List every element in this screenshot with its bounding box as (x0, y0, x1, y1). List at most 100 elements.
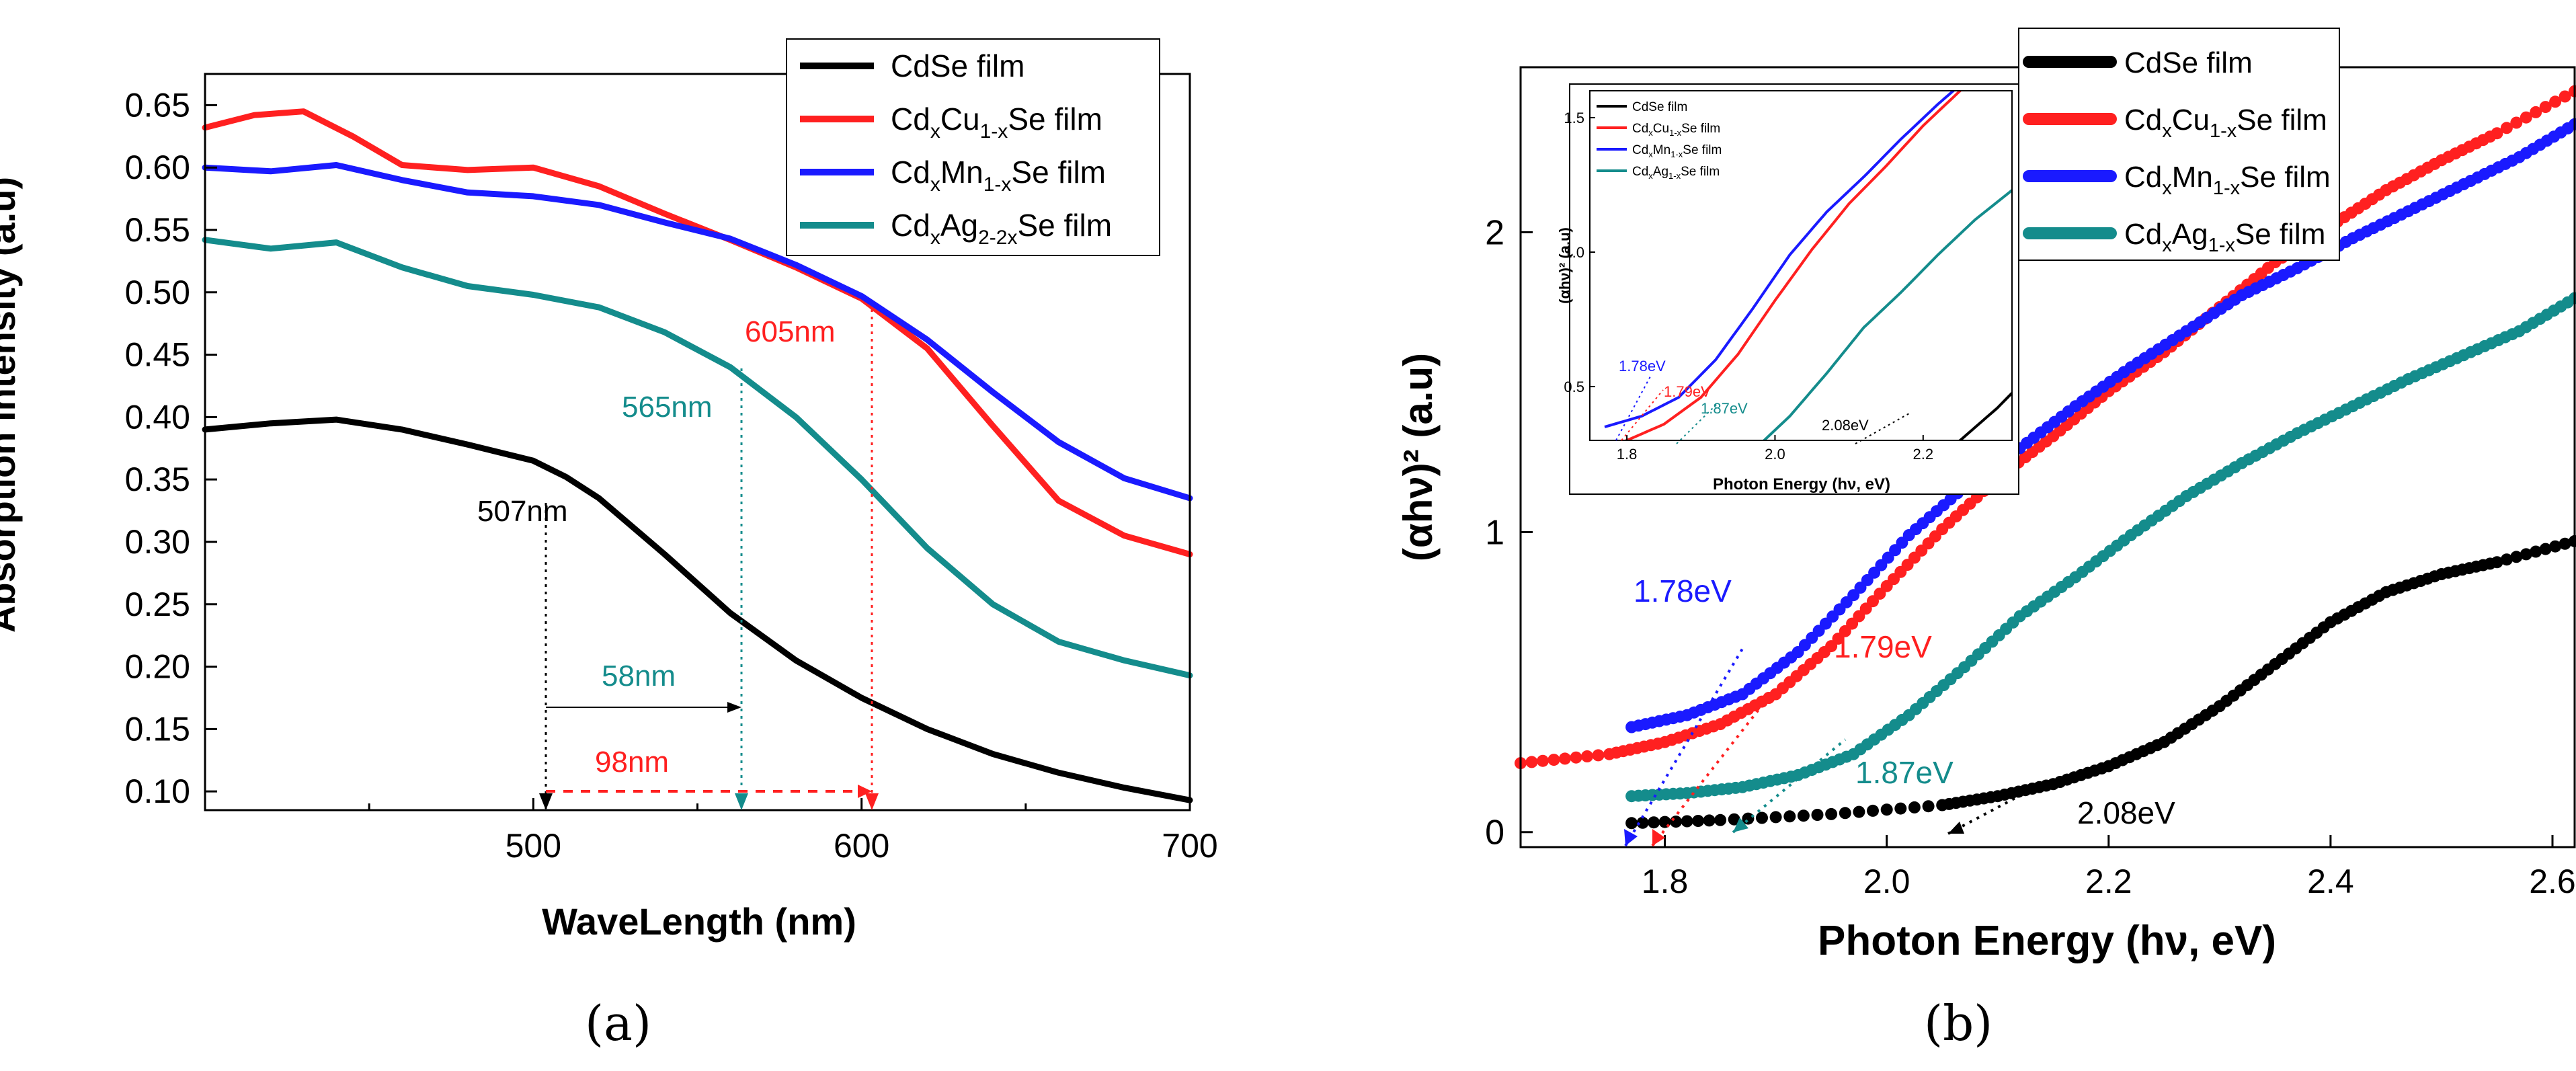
x-tick-label-a: 700 (1162, 827, 1217, 865)
data-point-b-0 (1670, 816, 1683, 828)
data-point-b-0 (1728, 813, 1740, 826)
data-point-b-0 (2520, 548, 2532, 561)
inset-x-tick-label: 2.0 (1765, 446, 1785, 463)
data-point-b-0 (1811, 809, 1824, 821)
panel-b-caption: (b) (1924, 995, 1993, 1052)
legend-label-a-1: CdxCu1-xSe film (891, 102, 1102, 143)
panel-b-y-axis-label: (αhν)² (a.u) (1396, 353, 1441, 561)
data-point-b-1 (1537, 754, 1549, 767)
inset-annotation-1.78eV: 1.78eV (1619, 358, 1666, 374)
data-point-b-0 (1825, 807, 1838, 820)
inset-tangent-teal (1676, 403, 1718, 444)
inset-series-line-1 (1621, 91, 1962, 440)
data-point-b-0 (1880, 803, 1893, 816)
inset-legend-label-0: CdSe film (1632, 100, 1687, 114)
data-point-b-1 (2559, 90, 2571, 103)
panel-a-y-axis-label: Absorption intensity (a.u) (0, 177, 23, 633)
panel-b-tangents (1624, 644, 2038, 847)
shift-98nm-arrowhead (858, 785, 872, 798)
inset-y-tick-label: 0.5 (1564, 379, 1584, 395)
inset-series-line-3 (1762, 188, 2012, 440)
tangent-teal (1732, 738, 1847, 834)
y-tick-label-a: 0.55 (125, 211, 190, 249)
inset-series-line-2 (1604, 91, 1956, 428)
annotation-605nm: 605nm (745, 315, 836, 348)
data-point-b-1 (2549, 95, 2562, 108)
legend-label-b-1: CdxCu1-xSe film (2124, 104, 2327, 142)
data-point-b-0 (1648, 816, 1660, 829)
data-point-b-0 (2491, 556, 2503, 569)
inset-series-group (1604, 91, 2012, 440)
data-point-b-0 (1636, 816, 1649, 829)
annotation-58nm: 58nm (602, 660, 676, 692)
data-point-b-0 (2539, 543, 2552, 555)
data-point-b-1 (2539, 101, 2552, 114)
y-tick-label-a: 0.65 (125, 86, 190, 124)
legend-label-a-3: CdxAg2-2xSe film (891, 208, 1112, 249)
data-point-b-0 (1692, 815, 1705, 827)
x-tick-label-b: 2.4 (2307, 863, 2354, 900)
data-point-b-0 (1908, 801, 1921, 814)
annotation-507nm: 507nm (477, 495, 568, 528)
y-tick-label-a: 0.10 (125, 772, 190, 810)
inset-legend-label-2: CdxMn1-xSe film (1632, 143, 1722, 159)
arrow-565nm (735, 793, 748, 810)
inset-y-tick-label: 1.0 (1564, 244, 1584, 261)
y-tick-label-b: 1 (1485, 514, 1504, 553)
annotation-2.08eV: 2.08eV (2077, 795, 2175, 830)
data-point-b-0 (1714, 814, 1727, 826)
series-line-a-3 (202, 237, 1193, 679)
legend-label-b-0: CdSe film (2124, 46, 2253, 79)
data-point-b-1 (1592, 749, 1605, 762)
legend-label-b-3: CdxAg1-xSe film (2124, 218, 2325, 256)
data-point-b-1 (2530, 106, 2542, 118)
y-tick-label-a: 0.40 (125, 398, 190, 436)
inset-x-tick-label: 2.2 (1913, 446, 1933, 463)
tangent-red (1651, 688, 1776, 847)
y-tick-label-a: 0.60 (125, 149, 190, 186)
x-tick-label-b: 2.0 (1863, 863, 1910, 900)
data-point-b-0 (1853, 805, 1865, 818)
panel-a-legend: CdSe film CdxCu1-xSe film CdxMn1-xSe film C… (786, 38, 1160, 256)
x-tick-label-a: 500 (506, 827, 561, 865)
data-point-b-0 (1867, 804, 1879, 817)
panel-a-x-axis-label: WaveLength (nm) (542, 900, 856, 943)
data-point-b-0 (2549, 540, 2562, 553)
series-markers-b-3 (1625, 292, 2576, 803)
legend-label-b-2: CdxMn1-xSe film (2124, 161, 2331, 199)
annotation-1.87eV: 1.87eV (1855, 755, 1954, 790)
inset-tangent-red (1621, 389, 1664, 441)
x-tick-label-b: 1.8 (1642, 863, 1689, 900)
data-point-b-0 (1756, 811, 1768, 824)
data-point-b-0 (2500, 553, 2513, 566)
tangent-teal-arrowhead (1733, 818, 1748, 832)
x-tick-label-b: 2.2 (2085, 863, 2132, 900)
data-point-b-0 (1797, 809, 1810, 822)
series-line-a-1 (202, 108, 1193, 557)
inset-y-axis-label-visible: (αhν)² (a.u) (1556, 227, 1573, 304)
data-point-b-0 (1769, 811, 1782, 824)
tangent-red-arrowhead (1652, 829, 1665, 846)
tangent-blue (1624, 644, 1746, 847)
data-point-b-1 (1559, 752, 1571, 765)
shift-58nm-arrowhead (727, 702, 741, 713)
data-point-b-0 (1922, 800, 1935, 813)
panel-a-chart: 500 600 700 0.10 0.15 0.20 0.25 0.30 0.35 0.40 0.4… (0, 38, 1218, 943)
legend-label-a-0: CdSe film (891, 48, 1024, 83)
data-point-b-0 (1703, 814, 1716, 827)
tangent-black-arrowhead (1948, 822, 1964, 834)
data-point-b-0 (2510, 551, 2523, 563)
legend-label-a-2: CdxMn1-xSe film (891, 155, 1106, 196)
y-tick-label-a: 0.50 (125, 274, 190, 311)
inset-x-axis-label: Photon Energy (hν, eV) (1713, 475, 1890, 493)
panel-b-x-axis-label: Photon Energy (hν, eV) (1818, 918, 2276, 964)
inset-plot-frame (1589, 90, 2013, 441)
series-line-a-0 (202, 416, 1193, 803)
data-point-b-0 (2530, 545, 2542, 558)
x-tick-label-b: 2.6 (2529, 863, 2576, 900)
y-tick-label-a: 0.30 (125, 523, 190, 561)
inset-background (1569, 83, 2019, 495)
inset-legend-label-1: CdxCu1-xSe film (1632, 122, 1720, 138)
panel-a-caption: (a) (585, 995, 652, 1052)
